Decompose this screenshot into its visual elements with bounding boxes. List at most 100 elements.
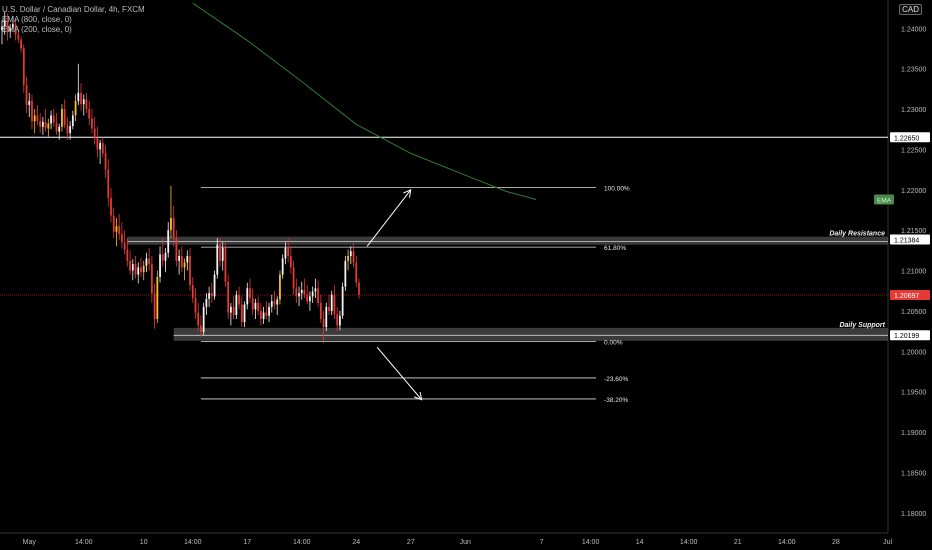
candle-body [251,297,254,310]
candle-body [164,252,167,261]
y-tick-label: 1.19000 [901,430,926,437]
candle-body [28,100,31,105]
candle-body [221,247,224,261]
candle-body [110,197,112,216]
candle-body [216,244,219,275]
daily-support-label: Daily Support [839,322,885,329]
x-tick-label: 14 [636,539,644,546]
candle-body [349,251,352,257]
candle-body [161,254,164,261]
candle-body [330,294,333,311]
ema200-line [192,2,537,200]
candle-body [317,288,319,303]
candle-body [200,325,202,332]
candle-body [257,302,260,311]
candle-body [259,310,262,319]
currency-badge[interactable]: CAD [899,4,922,15]
candle-body [227,281,230,313]
candle-body [355,262,358,283]
candle-body [347,256,349,261]
candle-body [319,302,322,319]
bearish-arrow [376,346,423,401]
candle-body [172,218,175,239]
daily-resistance-label: Daily Resistance [829,231,885,238]
candle-body [31,100,33,122]
candle-body [25,84,28,105]
candle-body [121,234,123,243]
candle-body [55,122,58,132]
y-tick-label: 1.24000 [901,26,926,33]
bullish-arrow [366,189,412,247]
candle-body [243,304,246,323]
candle-body [63,109,66,126]
candle-body [270,301,273,307]
candle-body [9,28,12,32]
y-tick-label: 1.20000 [901,349,926,356]
candle-body [99,142,101,150]
candle-body [82,99,85,105]
x-tick-label: 27 [407,539,415,546]
fib-level-label: 0.00% [604,340,623,347]
candle-body [142,265,145,273]
candle-body [235,294,238,315]
y-tick-label: 1.21000 [901,269,926,276]
candle-body [268,306,270,316]
bearish-arrow-head [414,391,423,401]
candle-body [328,306,330,311]
x-tick-label: 10 [140,539,148,546]
candle-body [249,288,251,298]
candle-body [191,285,194,298]
candle-body [303,289,306,295]
candle-body [279,274,281,300]
candle-body [93,128,96,139]
y-tick-label: 1.19500 [901,390,926,397]
candle-body [170,218,172,231]
candle-body [180,256,183,268]
candle-body [101,142,104,154]
candle-body [352,251,355,263]
x-tick-label: Jul [883,539,892,546]
candle-body [358,282,360,295]
candle-body [178,256,181,261]
candle-body [322,318,325,328]
x-tick-label: May [23,539,37,546]
candle-body [39,121,42,127]
bullish-arrow-head [403,188,412,198]
candle-body [246,288,249,305]
candle-body [88,109,91,119]
candle-body [197,312,200,326]
legend-ema800: EMA (800, close, 0) [2,15,72,24]
candle-body [129,260,131,271]
x-tick-label: Jun [460,539,471,546]
candle-body [36,115,39,122]
candle-body [104,153,107,170]
candle-body [33,115,36,122]
x-tick-label: 14:00 [184,539,202,546]
price-label-text: 1.21384 [894,238,919,245]
candle-body [126,249,129,261]
candle-body [232,306,235,315]
legend-ema200: EMA (200, close, 0) [2,25,72,34]
candle-body [61,109,63,127]
candle-body [50,115,52,124]
chart-legend: U.S. Dollar / Canadian Dollar, 4h, FXCM … [2,5,145,35]
candle-body [205,298,208,307]
fib-level-label: 100.00% [604,185,630,192]
candle-body [298,293,300,297]
candle-body [1,26,3,30]
x-tick-label: 7 [540,539,544,546]
fib-level-label: -38.20% [604,397,628,404]
price-label-badge [890,330,930,341]
candle-body [189,256,191,286]
candle-body [47,123,50,129]
y-tick-label: 1.22000 [901,188,926,195]
candle-body [262,312,265,319]
candle-body [112,215,115,232]
candle-body [336,314,339,326]
candle-body [186,256,189,263]
candle-body [167,230,170,253]
x-tick-label: 24 [352,539,360,546]
x-tick-label: 21 [734,539,742,546]
candle-body [300,289,303,294]
